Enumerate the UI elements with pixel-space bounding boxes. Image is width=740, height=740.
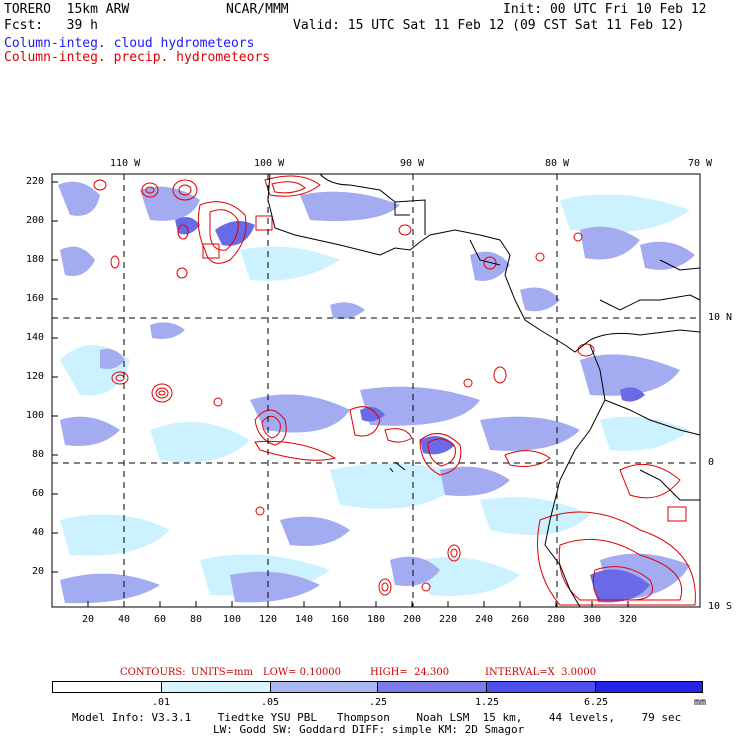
lon-label-80w: 80 W [545, 158, 570, 169]
y-tick-40: 40 [32, 527, 45, 538]
y-tick-140: 140 [26, 332, 45, 343]
colorbar-label-1.25: 1.25 [475, 697, 500, 708]
lat-label-10n: 10 N [708, 312, 733, 323]
x-tick-180: 180 [367, 614, 386, 625]
x-tick-220: 220 [439, 614, 458, 625]
valid-time: Valid: 15 UTC Sat 11 Feb 12 (09 CST Sat … [293, 18, 685, 33]
contour-low: LOW= 0.10000 [263, 667, 342, 678]
contour-label: CONTOURS: [120, 667, 186, 678]
colorbar-label-0.25: .25 [369, 697, 388, 708]
colorbar-label-6.25: 6.25 [584, 697, 609, 708]
contour-interval: INTERVAL=X 3.0000 [485, 667, 597, 678]
lon-label-90w: 90 W [400, 158, 425, 169]
model-title: TORERO 15km ARW [4, 2, 130, 17]
organization: NCAR/MMM [226, 2, 289, 17]
colorbar-units: mm [694, 697, 707, 708]
y-tick-160: 160 [26, 293, 45, 304]
colorbar-label-0.05: .05 [261, 697, 280, 708]
colorbar-segment-4 [377, 681, 487, 693]
colorbar-segment-1 [52, 681, 162, 693]
x-tick-260: 260 [511, 614, 530, 625]
model-info-line2: LW: Godd SW: Goddard DIFF: simple KM: 2D… [213, 723, 525, 736]
x-tick-80: 80 [190, 614, 203, 625]
x-tick-200: 200 [403, 614, 422, 625]
x-tick-300: 300 [583, 614, 602, 625]
y-tick-60: 60 [32, 488, 45, 499]
colorbar-segment-3 [270, 681, 378, 693]
field-precip-label: Column-integ. precip. hydrometeors [4, 50, 271, 65]
colorbar-segment-5 [486, 681, 596, 693]
coastlines [267, 173, 701, 608]
model-info-line1: Model Info: V3.3.1 Tiedtke YSU PBL Thomp… [72, 711, 682, 724]
colorbar-segment-6 [595, 681, 703, 693]
y-tick-200: 200 [26, 215, 45, 226]
y-tick-220: 220 [26, 176, 45, 187]
y-tick-100: 100 [26, 410, 45, 421]
precip-hydrometeor-contours [93, 175, 696, 606]
x-tick-60: 60 [154, 614, 167, 625]
x-tick-120: 120 [259, 614, 278, 625]
init-time: Init: 00 UTC Fri 10 Feb 12 [503, 2, 707, 17]
field-cloud-label: Column-integ. cloud hydrometeors [4, 36, 255, 51]
x-tick-140: 140 [295, 614, 314, 625]
contour-high: HIGH= 24.300 [370, 667, 450, 678]
lon-label-70w: 70 W [688, 158, 713, 169]
y-tick-120: 120 [26, 371, 45, 382]
graticule [52, 174, 700, 607]
colorbar-segment-2 [161, 681, 271, 693]
forecast-hour: Fcst: 39 h [4, 18, 98, 33]
contour-units: UNITS=mm [191, 667, 253, 678]
colorbar-label-0.01: .01 [152, 697, 171, 708]
x-tick-160: 160 [331, 614, 350, 625]
lon-label-100w: 100 W [254, 158, 285, 169]
y-tick-180: 180 [26, 254, 45, 265]
x-tick-100: 100 [223, 614, 242, 625]
lon-label-110w: 110 W [110, 158, 141, 169]
x-tick-40: 40 [118, 614, 131, 625]
x-tick-240: 240 [475, 614, 494, 625]
lat-label-10s: 10 S [708, 601, 733, 612]
x-tick-20: 20 [82, 614, 95, 625]
x-tick-280: 280 [547, 614, 566, 625]
x-tick-320: 320 [619, 614, 638, 625]
y-tick-20: 20 [32, 566, 45, 577]
lat-label-0: 0 [708, 457, 715, 468]
y-tick-80: 80 [32, 449, 45, 460]
axis-ticks [52, 181, 629, 607]
